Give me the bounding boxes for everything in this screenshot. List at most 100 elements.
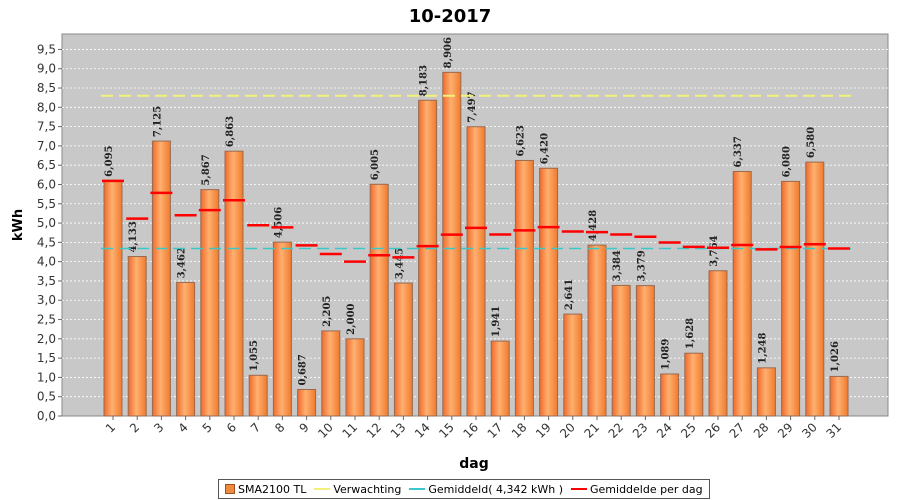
x-tick-label: 13 bbox=[388, 420, 409, 441]
chart-title: 10-2017 bbox=[409, 6, 492, 27]
bar bbox=[176, 281, 196, 417]
y-tick-label: 1,0 bbox=[37, 370, 56, 384]
legend-label-daily-average: Gemiddelde per dag bbox=[590, 482, 703, 496]
x-tick-label: 15 bbox=[436, 420, 457, 441]
y-tick-label: 5,0 bbox=[37, 216, 56, 230]
bar bbox=[200, 189, 220, 417]
bar-data-label: 1,941 bbox=[491, 306, 502, 337]
bar-data-label: 6,095 bbox=[104, 145, 115, 176]
y-axis-ticks: 0,0 0,5 1,0 1,5 2,0 2,5 3,0 3,5 4,0 4,5 5,0 5,5 6,0 6… bbox=[37, 42, 62, 423]
x-tick-label: 19 bbox=[533, 420, 554, 441]
bar bbox=[756, 367, 776, 417]
x-tick-label: 24 bbox=[654, 420, 675, 441]
y-tick-label: 0,0 bbox=[37, 409, 56, 423]
legend-item-daily-average: Gemiddelde per dag bbox=[571, 483, 703, 496]
x-tick-label: 7 bbox=[248, 420, 263, 435]
x-tick-label: 9 bbox=[296, 420, 311, 435]
x-tick-label: 30 bbox=[799, 420, 820, 441]
x-tick-label: 8 bbox=[272, 420, 287, 435]
bar bbox=[345, 338, 365, 417]
legend: SMA2100 TL Verwachting Gemiddeld( 4,342 … bbox=[218, 479, 710, 499]
bar-data-label: 1,089 bbox=[661, 339, 672, 370]
bar-data-label: 6,580 bbox=[806, 127, 817, 158]
bar bbox=[103, 180, 123, 417]
bar-data-label: 0,687 bbox=[298, 354, 309, 385]
x-tick-label: 21 bbox=[581, 420, 602, 441]
x-tick-label: 23 bbox=[630, 420, 651, 441]
bar bbox=[418, 99, 438, 417]
y-tick-label: 7,5 bbox=[37, 120, 56, 134]
bar bbox=[442, 71, 462, 417]
bar-data-label: 6,863 bbox=[225, 116, 236, 147]
bar-data-label: 5,867 bbox=[201, 154, 212, 185]
y-tick-label: 2,0 bbox=[37, 332, 56, 346]
bar bbox=[127, 256, 147, 417]
bar bbox=[684, 352, 704, 417]
x-tick-label: 31 bbox=[823, 420, 844, 441]
x-axis-ticks: 1 2 3 4 5 6 7 8 9 10 11 12 13 14 15 16 17 18 19 20 21 22 23 24 2… bbox=[103, 416, 844, 441]
legend-item-bars: SMA2100 TL bbox=[225, 483, 306, 496]
bar-data-label: 1,055 bbox=[249, 340, 260, 371]
bar bbox=[829, 375, 849, 417]
y-tick-label: 4,5 bbox=[37, 235, 56, 249]
x-tick-label: 14 bbox=[412, 420, 433, 441]
bar bbox=[563, 313, 583, 417]
bar bbox=[151, 140, 171, 417]
bar bbox=[781, 180, 801, 417]
y-tick-label: 7,0 bbox=[37, 139, 56, 153]
x-tick-label: 11 bbox=[339, 420, 360, 441]
bar-data-label: 6,623 bbox=[515, 125, 526, 156]
x-tick-label: 29 bbox=[775, 420, 796, 441]
bar-data-label: 3,764 bbox=[709, 235, 720, 266]
legend-item-expected: Verwachting bbox=[314, 483, 401, 496]
legend-label-average: Gemiddeld( 4,342 kWh ) bbox=[428, 482, 564, 496]
y-tick-label: 8,5 bbox=[37, 81, 56, 95]
bar-data-label: 2,205 bbox=[322, 296, 333, 327]
x-tick-label: 4 bbox=[175, 420, 190, 435]
y-tick-label: 9,5 bbox=[37, 42, 56, 56]
bar-data-label: 2,000 bbox=[346, 303, 357, 334]
y-axis-label: kWh bbox=[11, 209, 26, 241]
legend-swatch-bars bbox=[225, 484, 235, 494]
bar-data-label: 3,462 bbox=[177, 247, 188, 278]
x-tick-label: 26 bbox=[702, 420, 723, 441]
legend-label-bars: SMA2100 TL bbox=[238, 482, 307, 496]
y-tick-label: 9,0 bbox=[37, 62, 56, 76]
bar-data-label: 8,183 bbox=[419, 65, 430, 96]
bar-data-label: 3,445 bbox=[394, 248, 405, 279]
x-tick-label: 17 bbox=[485, 420, 506, 441]
x-tick-label: 10 bbox=[315, 420, 336, 441]
bars: 6,095 4,133 7,125 3,462 5,867 6,863 1,055 4,506… bbox=[103, 37, 849, 417]
bar-data-label: 8,906 bbox=[443, 37, 454, 68]
bar-data-label: 4,506 bbox=[273, 207, 284, 238]
y-tick-label: 6,5 bbox=[37, 158, 56, 172]
x-tick-label: 25 bbox=[678, 420, 699, 441]
bar bbox=[732, 170, 752, 417]
y-tick-label: 6,0 bbox=[37, 177, 56, 191]
bar bbox=[272, 241, 292, 417]
y-tick-label: 3,0 bbox=[37, 293, 56, 307]
y-tick-label: 4,0 bbox=[37, 255, 56, 269]
bar bbox=[514, 159, 534, 417]
bar-data-label: 3,384 bbox=[612, 250, 623, 281]
legend-swatch-daily-average bbox=[571, 488, 588, 490]
bar-data-label: 6,337 bbox=[733, 136, 744, 167]
bar bbox=[539, 167, 559, 417]
y-tick-label: 0,5 bbox=[37, 390, 56, 404]
x-tick-label: 16 bbox=[460, 420, 481, 441]
bar-data-label: 6,005 bbox=[370, 149, 381, 180]
legend-label-expected: Verwachting bbox=[333, 482, 402, 496]
x-tick-label: 2 bbox=[127, 420, 142, 435]
y-tick-label: 3,5 bbox=[37, 274, 56, 288]
bar bbox=[805, 161, 825, 417]
bar bbox=[660, 373, 680, 417]
bar-data-label: 1,248 bbox=[757, 332, 768, 363]
bar bbox=[611, 284, 631, 417]
x-tick-label: 22 bbox=[606, 420, 627, 441]
legend-swatch-expected bbox=[314, 488, 331, 490]
y-tick-label: 5,5 bbox=[37, 197, 56, 211]
bar-data-label: 7,497 bbox=[467, 91, 478, 122]
bar bbox=[297, 388, 317, 417]
bar bbox=[708, 270, 728, 417]
bar-data-label: 4,428 bbox=[588, 210, 599, 241]
